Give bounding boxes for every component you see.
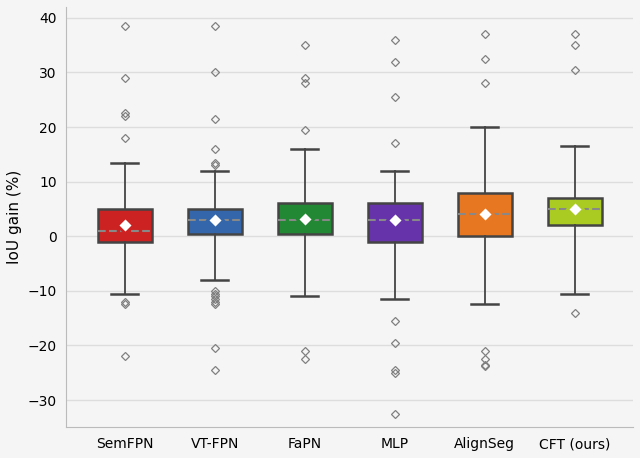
PathPatch shape bbox=[368, 203, 422, 242]
PathPatch shape bbox=[548, 198, 602, 225]
PathPatch shape bbox=[278, 203, 332, 234]
PathPatch shape bbox=[98, 209, 152, 242]
PathPatch shape bbox=[188, 209, 242, 234]
Y-axis label: IoU gain (%): IoU gain (%) bbox=[7, 170, 22, 264]
PathPatch shape bbox=[458, 192, 511, 236]
